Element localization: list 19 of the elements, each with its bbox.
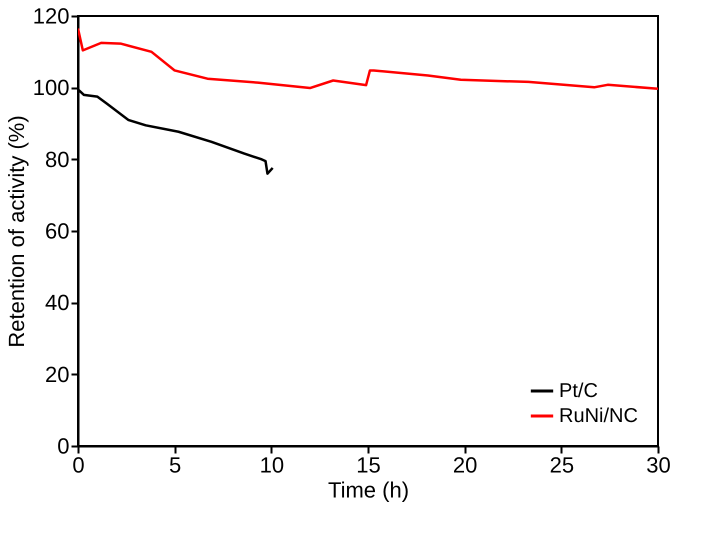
x-tick-label: 5 xyxy=(169,452,182,478)
y-tick-label: 100 xyxy=(32,75,70,100)
y-tick-label: 20 xyxy=(45,362,70,387)
y-tick-label: 120 xyxy=(32,4,70,28)
y-tick-label: 0 xyxy=(57,434,70,458)
legend-label: Pt/C xyxy=(559,380,598,402)
x-tick-label: 10 xyxy=(260,452,284,478)
y-tick-label: 40 xyxy=(45,290,70,316)
y-tick-label: 60 xyxy=(45,218,70,244)
line-series xyxy=(78,27,658,90)
y-axis-title: Retention of activity (%) xyxy=(4,115,29,348)
x-tick-label: 20 xyxy=(452,452,478,478)
x-tick-label: 30 xyxy=(646,452,671,478)
x-tick-label: 25 xyxy=(550,452,574,478)
y-tick-label: 80 xyxy=(45,146,70,172)
x-tick-label: 0 xyxy=(72,452,85,478)
legend-label: RuNi/NC xyxy=(559,405,638,427)
x-tick-label: 15 xyxy=(356,452,381,478)
x-axis-title: Time (h) xyxy=(328,478,410,502)
